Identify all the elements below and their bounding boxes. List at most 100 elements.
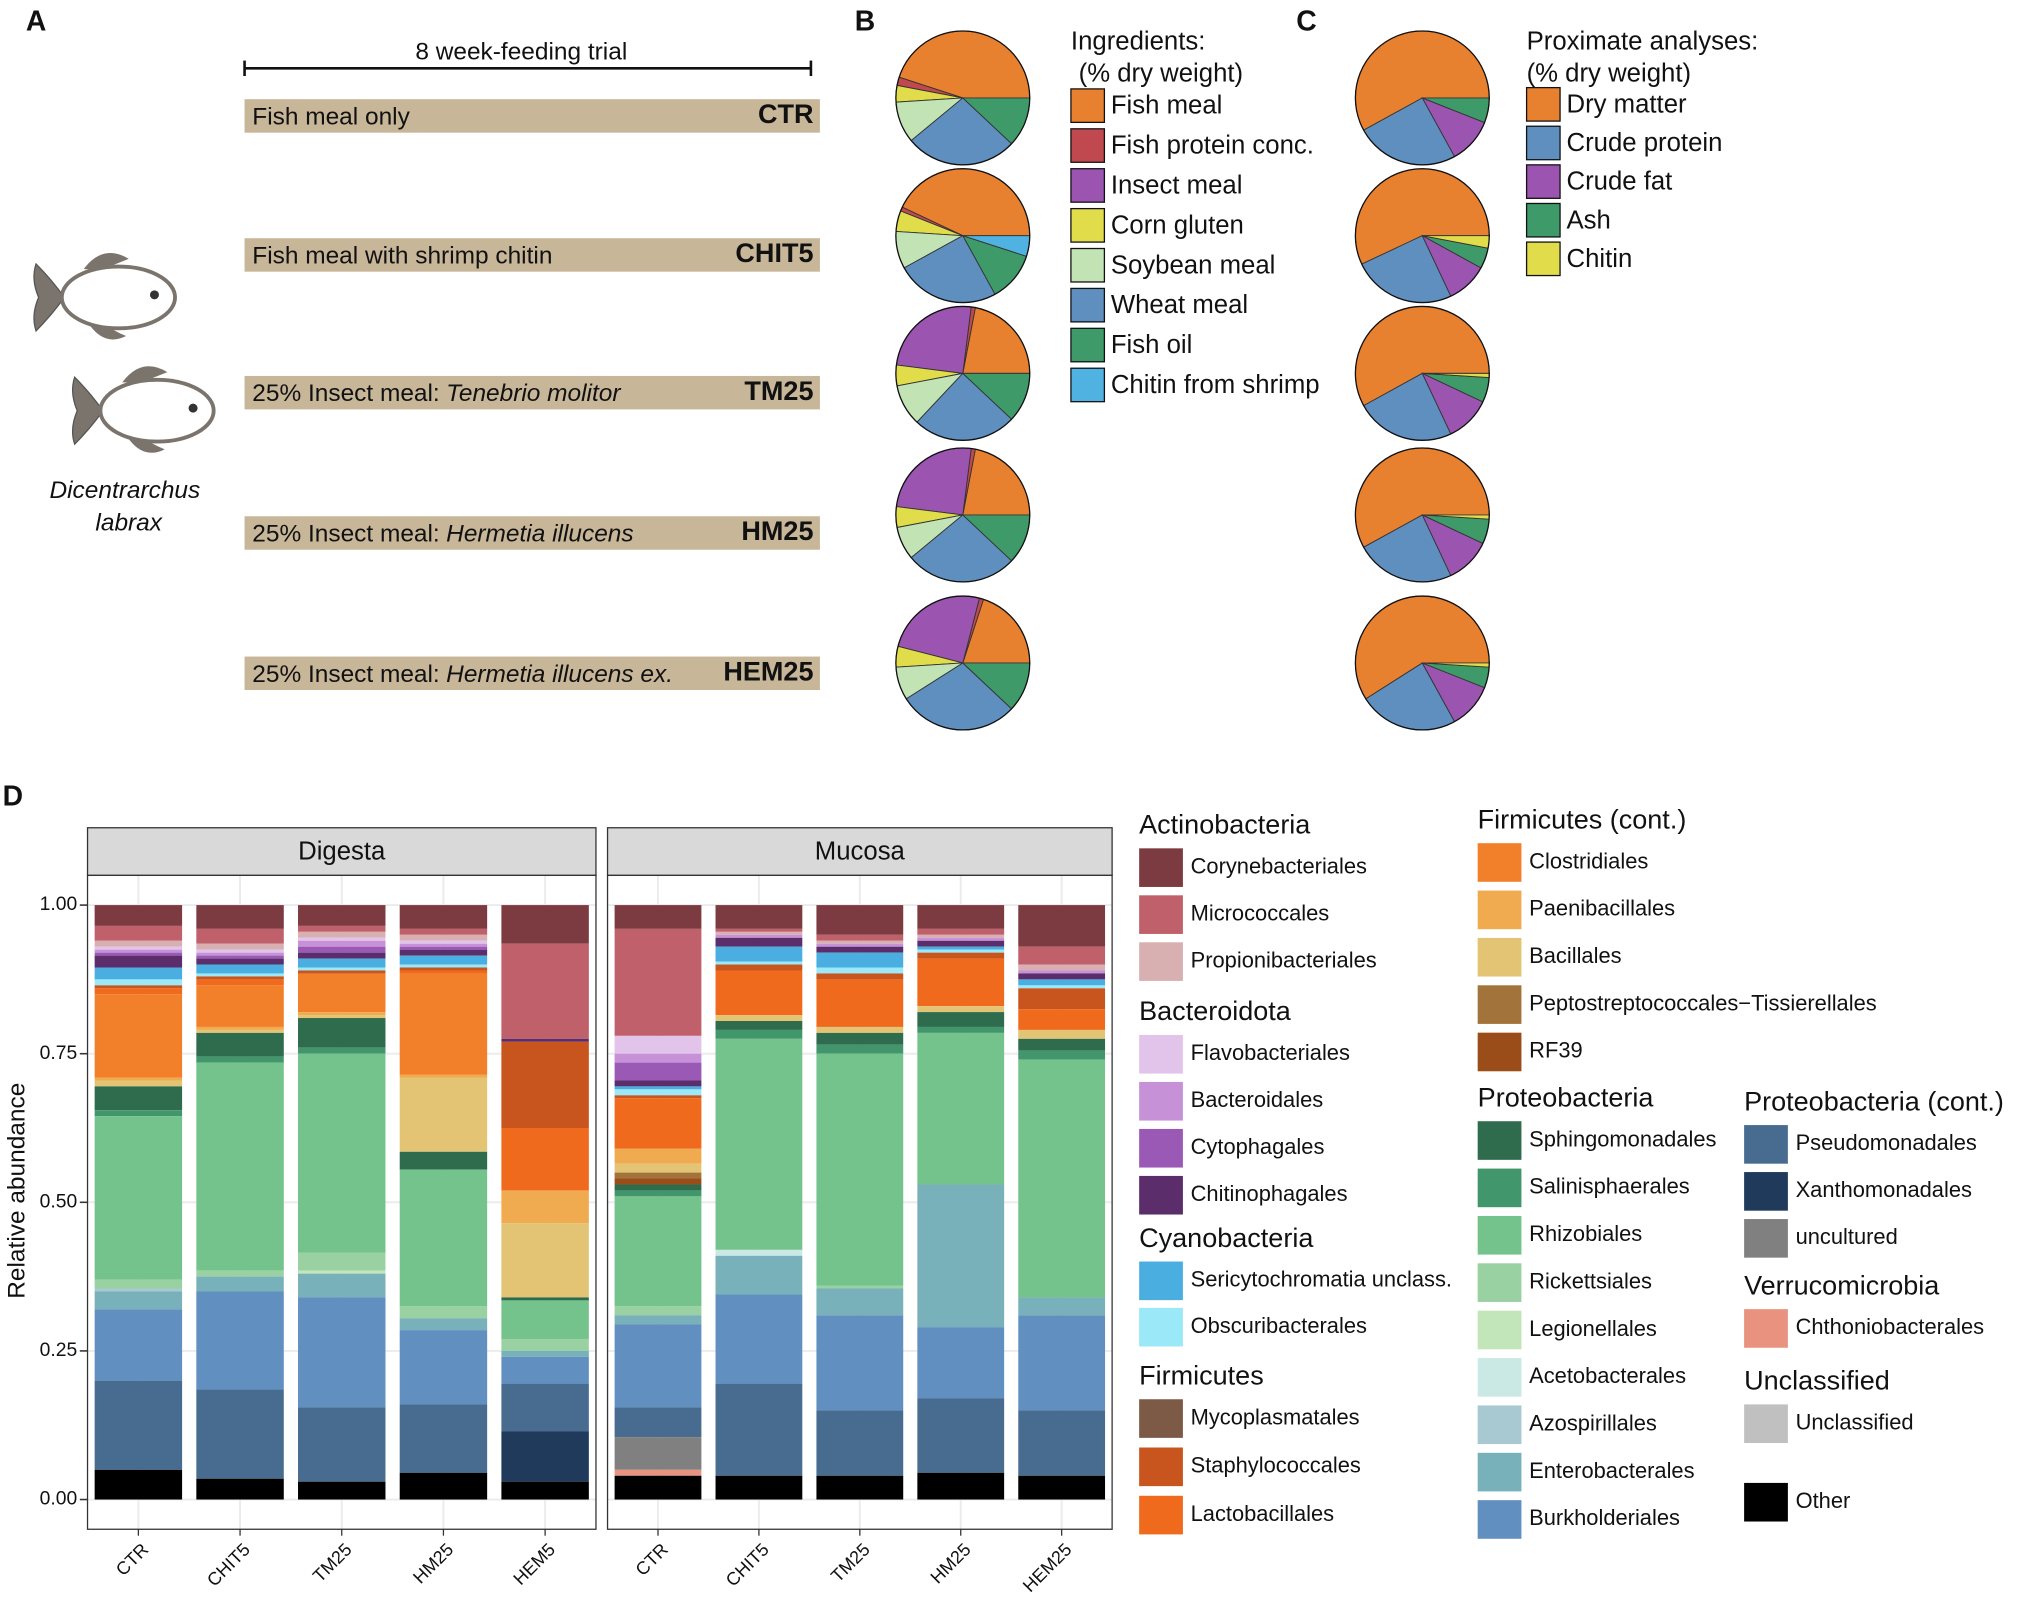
bar-segment <box>1018 973 1106 980</box>
bar-segment <box>94 955 183 968</box>
pie-outline <box>895 595 1031 731</box>
legend-group-title: Proteobacteria <box>1478 1082 1655 1112</box>
legend-label: Cytophagales <box>1191 1134 1325 1159</box>
bar-segment <box>917 1032 1005 1185</box>
bar-segment <box>399 1169 488 1307</box>
bar-segment <box>399 940 488 944</box>
bar-segment <box>715 937 803 947</box>
diet-text: 25% Insect meal: <box>252 661 439 688</box>
legend-swatch <box>1477 1358 1522 1397</box>
bar-segment <box>501 1383 589 1432</box>
legend-label: Chitinophagales <box>1191 1181 1348 1206</box>
bar-segment <box>501 1297 589 1301</box>
legend-label: Fish meal <box>1111 92 1223 120</box>
legend-label: Soybean meal <box>1111 251 1276 279</box>
legend-swatch <box>1139 1261 1183 1301</box>
bar-segment <box>816 1026 904 1033</box>
bar-segment <box>917 958 1005 1007</box>
legend-swatch <box>1139 1307 1183 1347</box>
bar-segment <box>614 1469 702 1476</box>
bar-segment <box>298 952 386 959</box>
bar-segment <box>1018 970 1106 974</box>
bar-segment <box>816 934 904 941</box>
legend-swatch <box>1070 327 1106 363</box>
bar-segment <box>399 905 488 929</box>
pie-outline <box>1354 168 1490 304</box>
bar-segment <box>715 964 803 971</box>
bar-segment <box>917 928 1005 935</box>
legend-swatch <box>1477 937 1522 977</box>
bar-segment <box>298 1273 386 1298</box>
legend-label: Corynebacteriales <box>1191 853 1367 878</box>
bar-segment <box>196 958 284 965</box>
bar-segment <box>715 946 803 962</box>
legend-label: Bacillales <box>1529 943 1621 968</box>
diet-text: Fish meal with shrimp chitin <box>252 243 552 270</box>
bar-segment <box>816 1315 904 1411</box>
legend-swatch <box>1477 985 1522 1024</box>
bar-segment <box>196 1291 284 1390</box>
legend-label: Crude protein <box>1566 129 1722 157</box>
bar-segment <box>298 1012 386 1016</box>
pie-outline <box>895 305 1031 441</box>
bar-segment <box>196 952 284 956</box>
panel-label: C <box>1296 5 1316 37</box>
diet-description: Fish meal only <box>252 104 410 131</box>
bar-segment <box>614 1178 702 1185</box>
bar-segment <box>196 976 284 980</box>
bar-segment <box>298 1015 386 1019</box>
bar-segment <box>501 905 589 944</box>
bar-segment <box>196 905 284 929</box>
bar-segment <box>614 1053 702 1063</box>
bar-segment <box>715 1255 803 1295</box>
bar-segment <box>94 949 183 953</box>
legend-group-title: Bacteroidota <box>1139 996 1292 1026</box>
legend-swatch <box>1744 1125 1788 1164</box>
bar-segment <box>298 937 386 941</box>
panel-label: A <box>26 5 46 37</box>
diet-bar <box>244 238 820 272</box>
bar-segment <box>715 1475 803 1500</box>
legend-title: Ingredients: <box>1071 27 1205 55</box>
bar-segment <box>94 1291 183 1310</box>
bar-segment <box>501 1350 589 1357</box>
bar-segment <box>94 1469 183 1500</box>
legend-title: (% dry weight) <box>1079 60 1243 88</box>
bar-segment <box>196 1276 284 1292</box>
bar-segment <box>1018 1410 1106 1476</box>
legend-swatch <box>1477 890 1522 930</box>
bar-segment <box>298 1047 386 1054</box>
bar-segment <box>94 925 183 941</box>
legend-swatch <box>1744 1172 1788 1211</box>
pie-outline <box>1354 447 1490 583</box>
diet-species: Hermetia illucens <box>446 521 633 548</box>
bar-segment <box>715 931 803 935</box>
legend-swatch <box>1139 942 1183 981</box>
legend-swatch <box>1139 1175 1183 1215</box>
bar-segment <box>816 1410 904 1476</box>
bar-segment <box>501 1339 589 1351</box>
panel-border <box>606 874 1113 1530</box>
diet-text: 25% Insect meal: <box>252 381 439 408</box>
legend-label: Fish oil <box>1111 331 1193 359</box>
bar-segment <box>614 1196 702 1307</box>
legend-label: Wheat meal <box>1111 291 1248 319</box>
legend-label: Peptostreptococcales−Tissierellales <box>1529 990 1877 1015</box>
legend-label: Clostridiales <box>1529 848 1648 873</box>
diet-bar <box>244 99 820 133</box>
legend-swatch <box>1525 125 1561 161</box>
bar-segment <box>94 967 183 980</box>
bar-segment <box>816 1285 904 1289</box>
bar-segment <box>501 1128 589 1191</box>
legend-label: uncultured <box>1796 1224 1898 1249</box>
bar-segment <box>298 967 386 971</box>
bar-segment <box>917 952 1005 959</box>
diet-description: 25% Insect meal: Hermetia illucens ex. <box>252 661 673 688</box>
bar-segment <box>298 1407 386 1482</box>
bar-segment <box>1018 946 1106 965</box>
bar-segment <box>614 1148 702 1164</box>
bar-segment <box>399 946 488 950</box>
legend-swatch <box>1070 88 1106 124</box>
bar-segment <box>196 1032 284 1057</box>
legend-swatch <box>1744 1404 1788 1444</box>
